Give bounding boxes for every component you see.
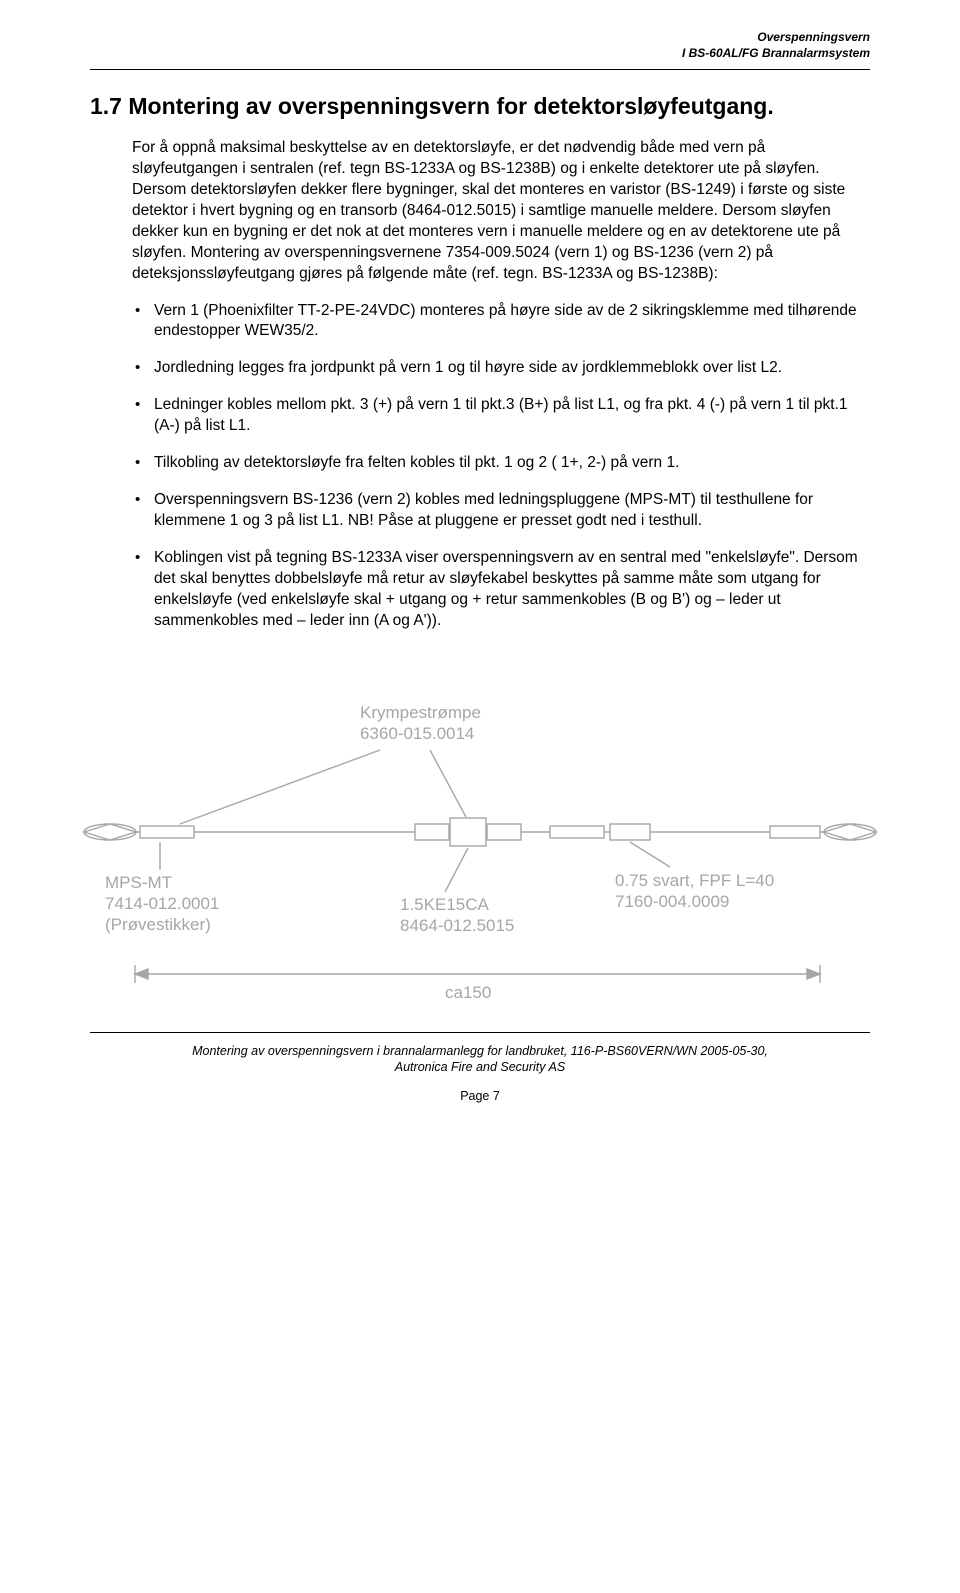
header-line2: I BS-60AL/FG Brannalarmsystem [90,46,870,62]
label-fpf: 0.75 svart, FPF L=40 7160-004.0009 [615,870,774,913]
doc-header: Overspenningsvern I BS-60AL/FG Brannalar… [90,30,870,61]
header-line1: Overspenningsvern [90,30,870,46]
label-mps: MPS-MT 7414-012.0001 (Prøvestikker) [105,872,219,936]
footer-line2: Autronica Fire and Security AS [90,1059,870,1075]
doc-footer: Montering av overspenningsvern i brannal… [90,1043,870,1076]
bullet-item: Tilkobling av detektorsløyfe fra felten … [132,453,870,474]
bullet-item: Vern 1 (Phoenixfilter TT-2-PE-24VDC) mon… [132,301,870,343]
intro-paragraph: For å oppnå maksimal beskyttelse av en d… [132,138,870,284]
header-rule [90,69,870,70]
technical-diagram: Krympestrømpe 6360-015.0014 MPS-MT 7414-… [70,702,890,1032]
bullet-item: Ledninger kobles mellom pkt. 3 (+) på ve… [132,395,870,437]
bullet-item: Jordledning legges fra jordpunkt på vern… [132,358,870,379]
footer-line1: Montering av overspenningsvern i brannal… [90,1043,870,1059]
bullet-item: Koblingen vist på tegning BS-1233A viser… [132,548,870,632]
bullet-list: Vern 1 (Phoenixfilter TT-2-PE-24VDC) mon… [132,301,870,632]
label-dimension: ca150 [445,982,491,1003]
section-heading: 1.7 Montering av overspenningsvern for d… [90,92,870,122]
label-krympe: Krympestrømpe 6360-015.0014 [360,702,481,745]
bullet-item: Overspenningsvern BS-1236 (vern 2) koble… [132,490,870,532]
page-number: Page 7 [90,1089,870,1103]
label-ske: 1.5KE15CA 8464-012.5015 [400,894,514,937]
